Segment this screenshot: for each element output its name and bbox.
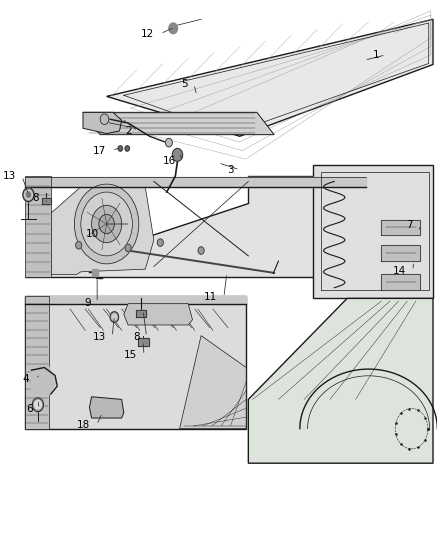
Text: 5: 5 [181,79,187,89]
Text: 16: 16 [163,156,176,166]
Text: 18: 18 [77,420,90,430]
Text: 8: 8 [134,332,140,342]
Circle shape [81,192,132,256]
Text: 14: 14 [393,266,406,276]
Circle shape [125,146,129,151]
Text: 3: 3 [227,165,233,175]
Polygon shape [25,296,246,304]
Bar [381,274,420,290]
Polygon shape [106,19,433,136]
Bar [136,310,146,317]
Circle shape [92,205,122,243]
Circle shape [23,188,34,201]
Circle shape [100,114,109,125]
Circle shape [169,23,177,34]
Circle shape [166,139,172,147]
Text: 7: 7 [406,220,413,230]
Text: 9: 9 [84,297,91,308]
Polygon shape [83,112,122,134]
Polygon shape [25,296,49,429]
Circle shape [125,244,131,252]
Polygon shape [25,177,367,187]
Text: 10: 10 [86,229,99,239]
Polygon shape [89,397,124,418]
Polygon shape [32,367,56,395]
Polygon shape [25,296,246,429]
Text: 13: 13 [92,332,106,342]
Text: 8: 8 [32,193,39,204]
Text: 1: 1 [373,50,379,60]
Circle shape [198,247,204,254]
Circle shape [76,241,82,249]
Text: 6: 6 [26,404,33,414]
Circle shape [118,146,123,151]
Circle shape [35,400,41,409]
Circle shape [32,398,43,411]
Polygon shape [180,336,246,429]
Text: 15: 15 [124,350,138,360]
Circle shape [74,184,139,264]
Circle shape [25,190,32,199]
Bar [381,245,420,261]
Bar [92,269,99,276]
Circle shape [110,312,119,322]
Text: 2: 2 [125,126,131,136]
Text: 17: 17 [92,146,106,156]
Bar [381,220,420,235]
Polygon shape [83,112,274,135]
Polygon shape [124,304,193,325]
Text: 13: 13 [2,171,16,181]
Text: 12: 12 [141,29,154,39]
Circle shape [172,149,183,161]
Text: 4: 4 [23,374,29,384]
Polygon shape [25,176,367,277]
Polygon shape [51,187,154,274]
Polygon shape [248,298,433,463]
Text: 11: 11 [204,292,217,302]
Polygon shape [313,165,433,298]
Bar [138,338,148,346]
Circle shape [112,314,117,320]
Polygon shape [25,176,51,277]
Circle shape [157,239,163,246]
Circle shape [99,214,114,233]
Circle shape [26,192,31,197]
Bar [42,198,51,204]
